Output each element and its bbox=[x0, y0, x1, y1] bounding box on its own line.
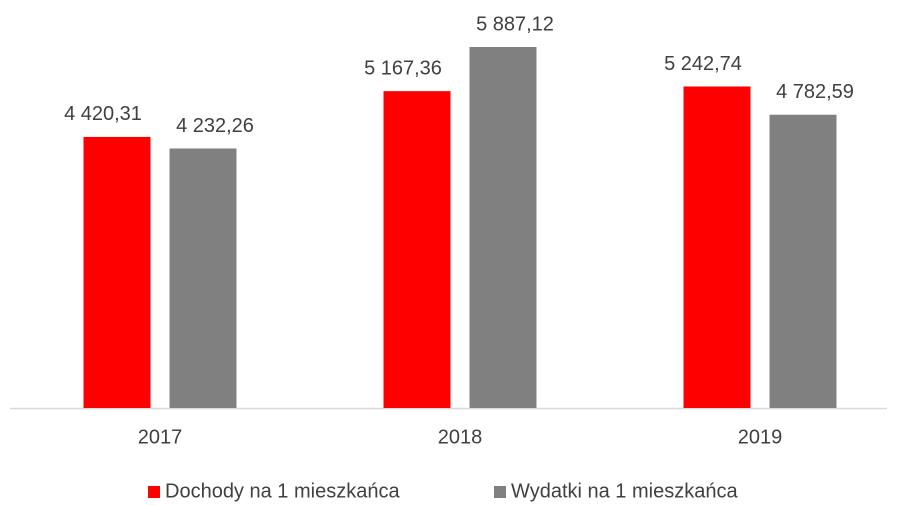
x-tick-label: 2019 bbox=[738, 426, 783, 448]
legend-label: Wydatki na 1 mieszkańca bbox=[511, 480, 738, 502]
data-label: 5 242,74 bbox=[664, 53, 742, 75]
legend-label: Dochody na 1 mieszkańca bbox=[165, 480, 400, 502]
x-tick-label: 2018 bbox=[438, 426, 483, 448]
data-label: 5 887,12 bbox=[476, 13, 554, 35]
bar bbox=[383, 91, 451, 409]
data-label: 4 420,31 bbox=[64, 103, 142, 125]
legend-swatch bbox=[494, 486, 506, 498]
bar bbox=[769, 114, 837, 409]
data-label: 5 167,36 bbox=[364, 57, 442, 79]
data-label: 4 782,59 bbox=[776, 81, 854, 103]
data-label: 4 232,26 bbox=[176, 115, 254, 137]
bar bbox=[169, 148, 237, 409]
x-tick-label: 2017 bbox=[138, 426, 183, 448]
bar bbox=[683, 86, 751, 408]
legend-swatch bbox=[148, 486, 160, 498]
bar bbox=[83, 136, 151, 408]
bar bbox=[469, 47, 537, 408]
